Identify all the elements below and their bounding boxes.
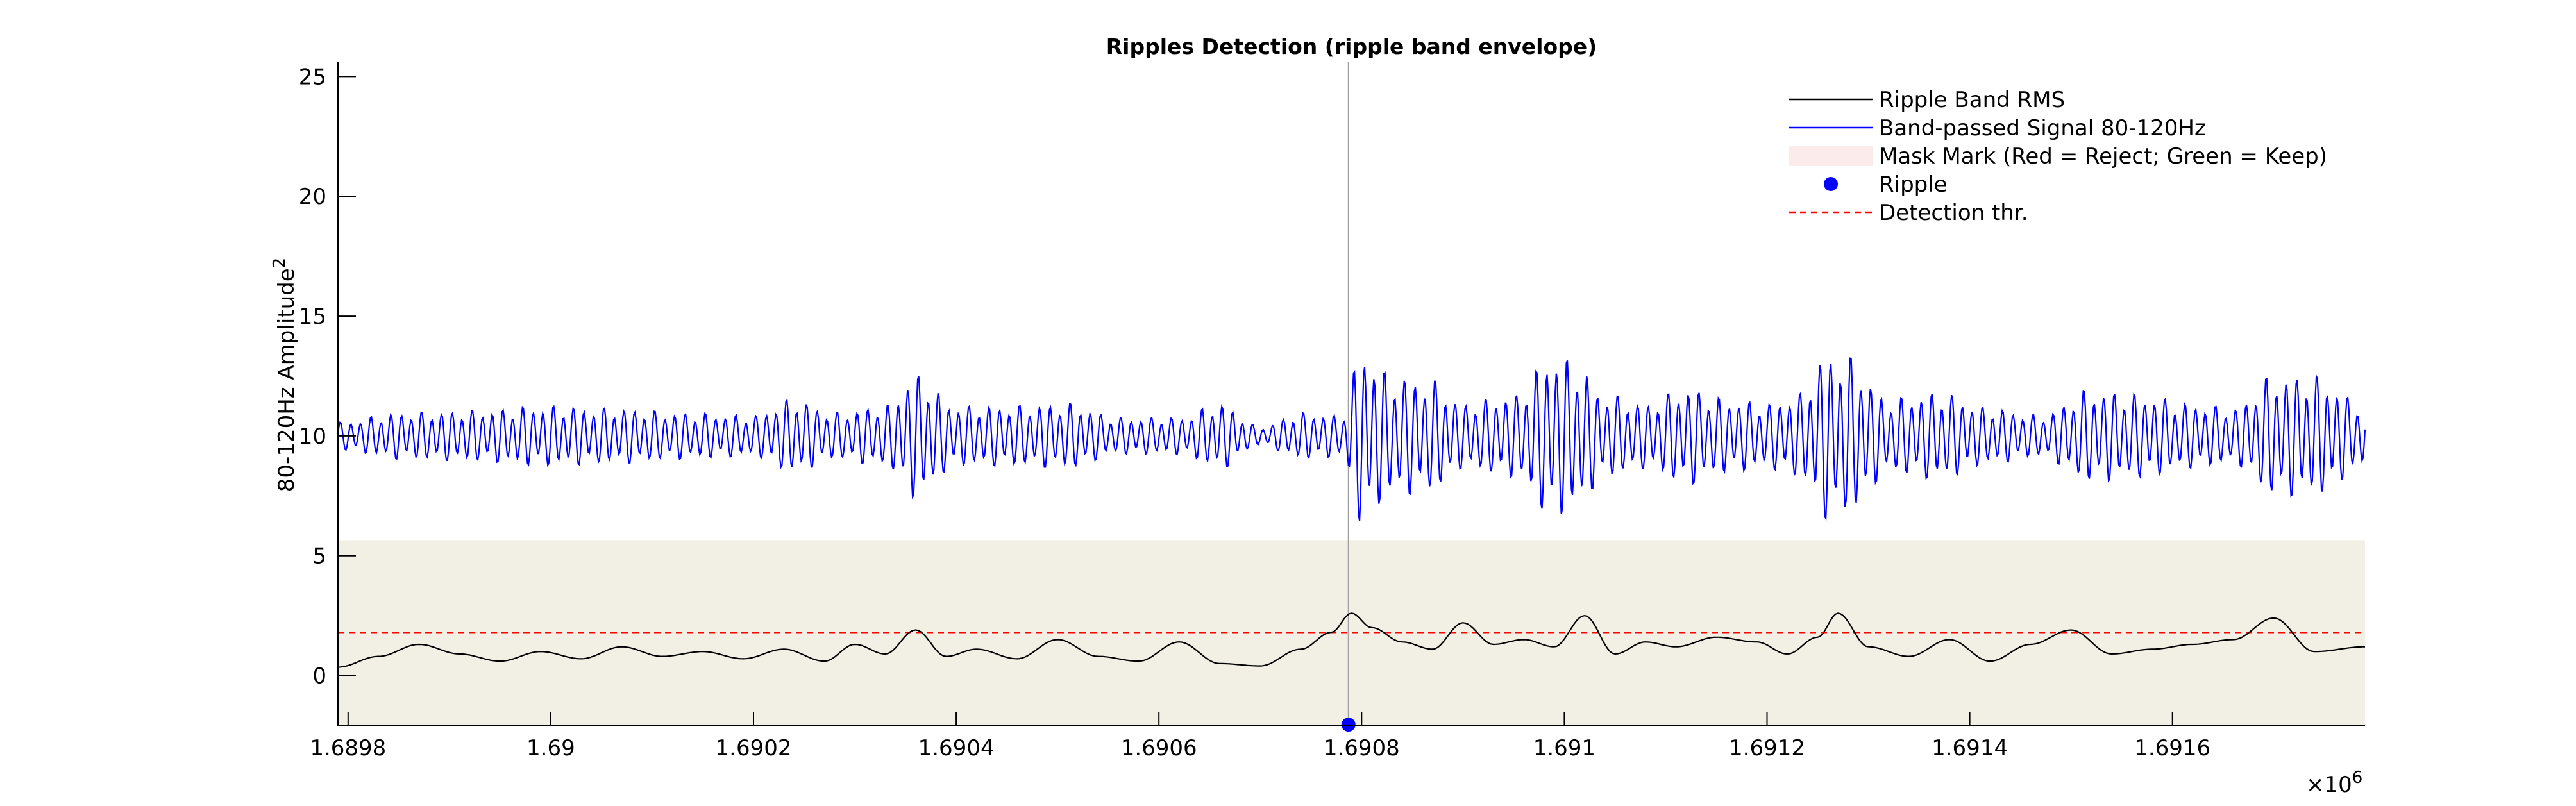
legend-label: Ripple Band RMS <box>1879 87 2065 113</box>
x-tick-label: 1.6908 <box>1324 735 1400 761</box>
ripple-marker <box>1341 718 1356 732</box>
y-tick-label: 20 <box>299 184 326 210</box>
x-exponent-base: ×10 <box>2306 772 2352 798</box>
y-axis-label: 80-120Hz Amplitude2 <box>270 258 299 492</box>
legend-label: Band-passed Signal 80-120Hz <box>1879 115 2206 141</box>
x-tick-label: 1.6902 <box>716 735 792 761</box>
y-tick-label: 15 <box>299 304 326 330</box>
x-tick-label: 1.6916 <box>2134 735 2210 761</box>
mask-region <box>338 540 2365 726</box>
x-tick-label: 1.6904 <box>918 735 995 761</box>
legend-ripple: Ripple <box>1824 172 1948 197</box>
legend-swatch <box>1824 177 1838 191</box>
x-exponent-power: 6 <box>2352 768 2363 787</box>
band-passed-signal-line <box>337 357 2366 521</box>
chart-title: Ripples Detection (ripple band envelope) <box>1106 34 1597 59</box>
legend-mask-mark: Mask Mark (Red = Reject; Green = Keep) <box>1789 144 2327 169</box>
x-tick-label: 1.6906 <box>1121 735 1197 761</box>
y-axis-label-text: 80-120Hz Amplitude <box>274 268 299 492</box>
x-axis-exponent: ×106 <box>2306 768 2362 798</box>
legend-label: Mask Mark (Red = Reject; Green = Keep) <box>1879 144 2327 169</box>
y-tick-label: 5 <box>312 544 326 569</box>
y-tick-label: 0 <box>312 664 326 689</box>
legend-label: Detection thr. <box>1879 200 2028 226</box>
legend-label: Ripple <box>1879 172 1948 197</box>
y-axis-label-superscript: 2 <box>270 258 289 269</box>
ripple-band-rms-line <box>337 612 2365 668</box>
legend-band-passed-signal: Band-passed Signal 80-120Hz <box>1789 115 2206 141</box>
x-tick-label: 1.69 <box>526 735 575 761</box>
x-tick-label: 1.691 <box>1533 735 1595 761</box>
x-tick-label: 1.6912 <box>1729 735 1805 761</box>
legend-detection-threshold: Detection thr. <box>1789 200 2028 226</box>
legend-swatch <box>1789 146 1873 166</box>
y-tick-label: 25 <box>299 64 326 90</box>
x-tick-label: 1.6914 <box>1932 735 2008 761</box>
y-tick-label: 10 <box>299 424 326 449</box>
x-tick-label: 1.6898 <box>310 735 386 761</box>
legend-ripple-band-rms: Ripple Band RMS <box>1789 87 2065 113</box>
